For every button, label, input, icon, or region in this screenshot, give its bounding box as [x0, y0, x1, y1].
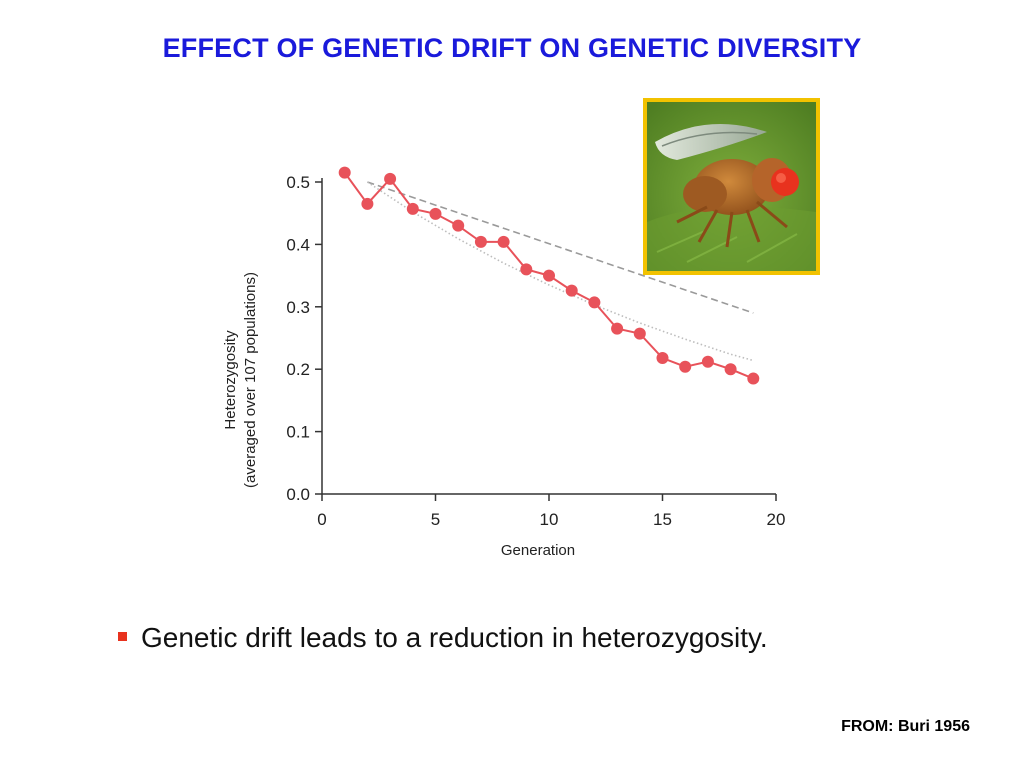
data-point [633, 327, 646, 340]
data-point [747, 372, 760, 385]
data-point [701, 355, 714, 368]
data-point [474, 235, 487, 248]
y-axis-label-line-1: Heterozygosity [222, 330, 239, 430]
data-point [588, 296, 601, 309]
data-point [656, 351, 669, 364]
x-tick-label: 15 [653, 510, 672, 529]
data-point [338, 166, 351, 179]
y-tick-label: 0.3 [286, 298, 310, 317]
dotted-curve [366, 181, 754, 362]
x-axis-label: Generation [501, 542, 575, 559]
y-tick-label: 0.1 [286, 423, 310, 442]
data-point [361, 197, 374, 210]
y-tick-label: 0.4 [286, 235, 310, 254]
data-point [679, 360, 692, 373]
x-tick-label: 5 [431, 510, 440, 529]
y-tick-label: 0.0 [286, 485, 310, 504]
y-tick-label: 0.5 [286, 173, 310, 192]
bullet-text: Genetic drift leads to a reduction in he… [141, 622, 768, 653]
data-point [497, 235, 510, 248]
chart-curves [366, 181, 754, 362]
y-tick-label: 0.2 [286, 360, 310, 379]
fruit-fly-photo [643, 98, 820, 275]
x-tick-label: 10 [540, 510, 559, 529]
data-point [406, 202, 419, 215]
bullet-square-icon [118, 631, 127, 641]
data-point [452, 219, 465, 232]
chart-marks [338, 166, 760, 385]
bullet-point: Genetic drift leads to a reduction in he… [118, 622, 978, 654]
data-point [543, 269, 555, 282]
chart-svg: 0.0 0.1 0.2 0.3 0.4 0.5 0 5 10 15 20 Generation He… [222, 166, 785, 559]
source-citation: FROM: Buri 1956 [841, 718, 970, 735]
data-point [724, 363, 737, 376]
data-point [429, 207, 442, 220]
slide-title: EFFECT OF GENETIC DRIFT ON GENETIC DIVER… [162, 33, 862, 63]
data-point [384, 172, 397, 185]
heterozygosity-chart: 0.0 0.1 0.2 0.3 0.4 0.5 0 5 10 15 20 Generation He… [205, 150, 825, 570]
x-tick-label: 0 [317, 510, 326, 529]
x-tick-label: 20 [767, 510, 786, 529]
chart-axes: 0.0 0.1 0.2 0.3 0.4 0.5 0 5 10 15 20 [286, 173, 785, 529]
y-axis-label-line-2: (averaged over 107 populations) [242, 272, 259, 488]
data-point [611, 322, 624, 335]
dashed-curve [367, 181, 754, 314]
fruit-fly-image [647, 102, 816, 271]
data-point [520, 263, 533, 276]
data-point [565, 284, 578, 297]
y-axis-label: Heterozygosity (averaged over 107 popula… [222, 272, 259, 488]
